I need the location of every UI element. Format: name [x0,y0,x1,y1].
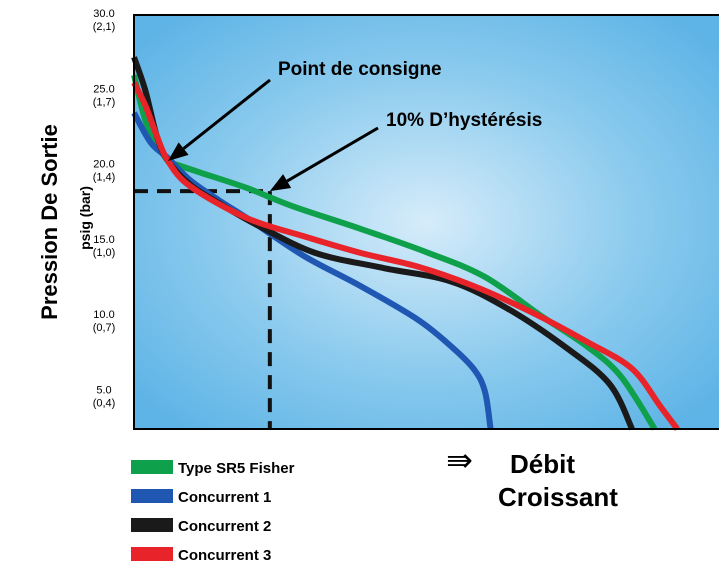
legend-label: Type SR5 Fisher [178,460,295,477]
y-tick-sublabel: (0,4) [93,397,116,409]
legend-label: Concurrent 2 [178,518,271,535]
y-tick-sublabel: (1,7) [93,96,116,108]
y-tick-sublabel: (0,7) [93,322,116,334]
x-axis-arrow: ⇛ [446,442,473,478]
y-tick-label: 15.0 [93,234,114,246]
legend-label: Concurrent 3 [178,547,271,561]
setpoint-reference-lines [134,189,272,429]
annotation-arrow-head [269,174,292,192]
legend-swatch [131,547,173,561]
series-line-concurrent-3 [131,81,680,431]
y-tick-label: 10.0 [93,309,114,321]
annotation-arrow-head [167,142,189,162]
y-tick-label: 25.0 [93,83,114,95]
annotation-arrow-shaft [286,126,379,183]
y-tick-labels: 30.0(2,1) 25.0(1,7) 20.0(1,4) 15.0(1,0) 10.0… [93,8,116,409]
y-tick-sublabel: (2,1) [93,21,116,33]
legend-label: Concurrent 1 [178,489,271,506]
x-axis-title-line2: Croissant [498,482,618,512]
annotation-label: Point de consigne [278,59,442,80]
legend: Type SR5 Fisher Concurrent 1 Concurrent 2 C… [131,460,295,561]
y-axis-units: psig (bar) [77,186,93,250]
y-tick-label: 20.0 [93,159,114,171]
series-layer [131,56,680,431]
annotation-arrow-shaft [182,78,271,150]
annotations: Point de consigne 10% D’hystérésis [167,59,542,192]
y-axis-title: Pression De Sortie [37,124,62,320]
y-tick-sublabel: (1,0) [93,247,116,259]
annotation-label: 10% D’hystérésis [386,110,542,131]
y-tick-sublabel: (1,4) [93,172,116,184]
x-axis-title-line1: Débit [510,449,575,479]
legend-swatch [131,489,173,503]
y-tick-label: 5.0 [96,384,111,396]
legend-swatch [131,518,173,532]
legend-swatch [131,460,173,474]
y-tick-label: 30.0 [93,8,114,20]
